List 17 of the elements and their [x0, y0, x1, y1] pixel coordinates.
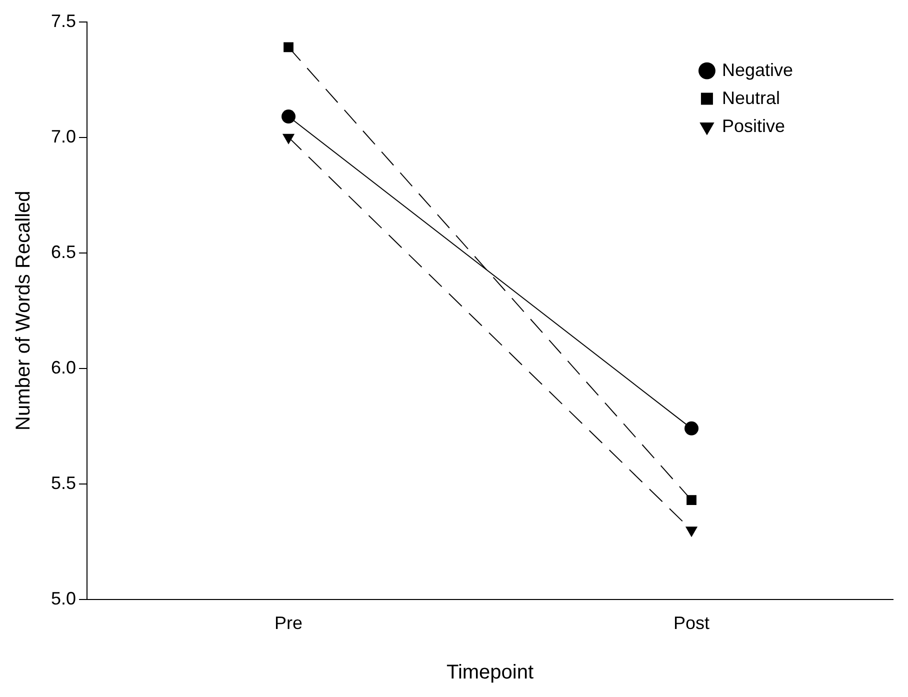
x-tick-label: Post: [673, 613, 710, 634]
x-tick-label: Pre: [274, 613, 303, 634]
legend-label: Neutral: [722, 88, 780, 108]
y-tick-label: 7.5: [50, 10, 76, 31]
point: [284, 42, 294, 52]
point: [684, 421, 699, 436]
y-tick-label: 6.5: [50, 242, 76, 262]
legend-label: Positive: [722, 116, 785, 136]
y-tick-label: 6.0: [50, 357, 76, 378]
x-axis-title: Timepoint: [446, 662, 534, 684]
point: [686, 495, 696, 506]
y-tick-label: 7.0: [50, 126, 76, 146]
legend-label: Negative: [722, 60, 794, 80]
point: [282, 110, 296, 124]
y-axis-title: Number of Words Recalled: [12, 190, 35, 430]
y-tick-label: 5.0: [50, 588, 76, 608]
y-tick-label: 5.5: [50, 472, 76, 493]
